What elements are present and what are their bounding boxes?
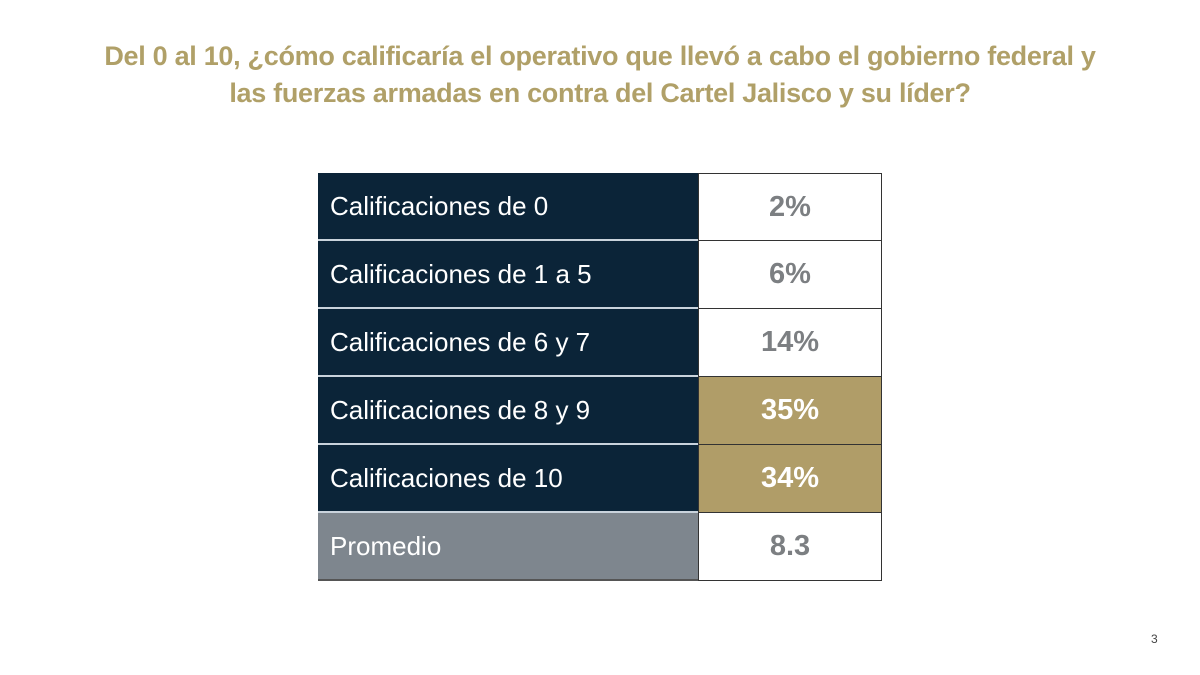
question-title: Del 0 al 10, ¿cómo calificaría el operat…: [104, 41, 1096, 108]
table-row: Calificaciones de 1 a 5 6%: [318, 241, 882, 309]
row-label: Calificaciones de 0: [318, 173, 698, 241]
table-row: Calificaciones de 10 34%: [318, 445, 882, 513]
average-value: 8.3: [698, 513, 882, 581]
page-number: 3: [1151, 632, 1158, 646]
row-value: 2%: [698, 173, 882, 241]
table-row: Calificaciones de 8 y 9 35%: [318, 377, 882, 445]
row-label: Calificaciones de 1 a 5: [318, 241, 698, 309]
average-label: Promedio: [318, 513, 698, 581]
row-label: Calificaciones de 10: [318, 445, 698, 513]
row-value-highlight: 34%: [698, 445, 882, 513]
table-row: Calificaciones de 0 2%: [318, 173, 882, 241]
row-label: Calificaciones de 8 y 9: [318, 377, 698, 445]
row-value: 6%: [698, 241, 882, 309]
table-row: Calificaciones de 6 y 7 14%: [318, 309, 882, 377]
row-value-highlight: 35%: [698, 377, 882, 445]
average-row: Promedio 8.3: [318, 513, 882, 581]
ratings-table: Calificaciones de 0 2% Calificaciones de…: [318, 173, 882, 581]
row-label: Calificaciones de 6 y 7: [318, 309, 698, 377]
row-value: 14%: [698, 309, 882, 377]
